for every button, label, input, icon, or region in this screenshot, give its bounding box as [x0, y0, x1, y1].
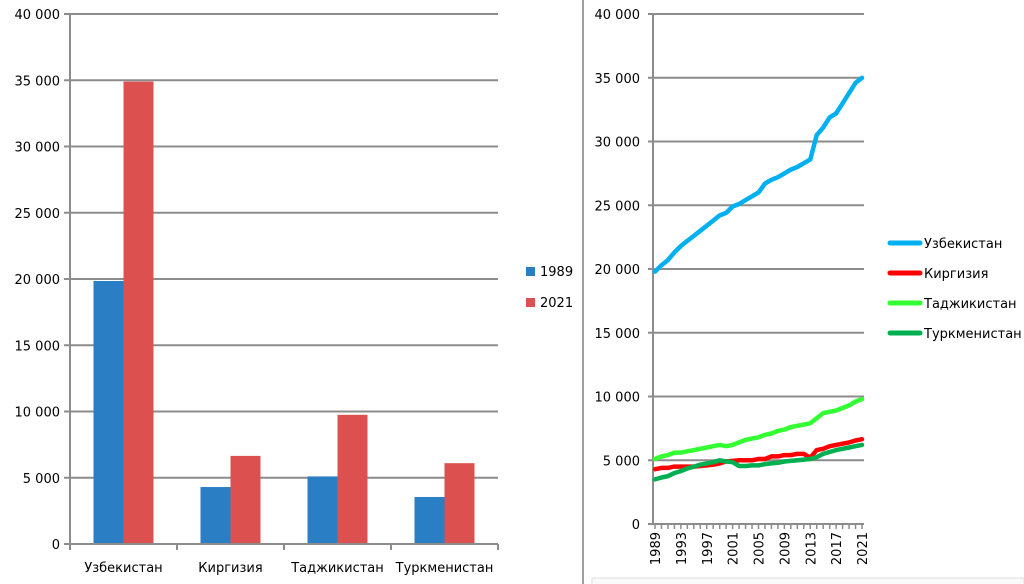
y-tick-label: 20 000	[15, 273, 61, 288]
line-chart: 0 5 000 10 000 15 000 20 000 25 000 30 000 35 0…	[595, 8, 1022, 565]
bar-chart: 0 5 000 10 000 15 000 20 000 25 000 30 000 35 0…	[15, 8, 574, 576]
legend-label: Узбекистан	[924, 237, 1002, 252]
bottom-panel-edge	[591, 577, 1024, 584]
x-tick-label: 1993	[675, 532, 690, 565]
x-tick-label: Киргизия	[198, 561, 262, 576]
x-tick-label: 2021	[856, 532, 871, 565]
x-tick-label: 2001	[727, 532, 742, 565]
y-tick-label: 10 000	[15, 406, 61, 421]
legend-label: 1989	[540, 265, 573, 280]
x-tick-label: 1989	[649, 532, 664, 565]
x-tick-label: 2009	[778, 532, 793, 565]
y-tick-label: 5 000	[23, 472, 60, 487]
y-tick-label: 40 000	[15, 8, 61, 23]
legend-swatch	[526, 298, 535, 307]
bar-2021-2	[337, 414, 368, 544]
y-tick-label: 0	[632, 518, 640, 533]
bar-2021-3	[444, 463, 475, 544]
bar-1989-1	[200, 487, 231, 544]
y-tick-label: 0	[52, 538, 60, 553]
y-tick-label: 20 000	[595, 263, 641, 278]
series-line-0	[652, 75, 865, 274]
y-tick-label: 35 000	[15, 74, 61, 89]
series-line-3	[652, 442, 865, 482]
legend-label: Туркменистан	[923, 327, 1022, 342]
y-tick-label: 25 000	[595, 199, 641, 214]
legend-label: 2021	[540, 296, 573, 311]
legend-label: Киргизия	[924, 267, 988, 282]
y-tick-label: 30 000	[15, 141, 61, 156]
y-tick-label: 30 000	[595, 136, 641, 151]
y-tick-label: 35 000	[595, 72, 641, 87]
legend-label: Таджикистан	[923, 297, 1017, 312]
x-tick-label: 1997	[701, 532, 716, 565]
bar-1989-3	[414, 496, 445, 544]
bar-2021-0	[123, 81, 154, 544]
x-tick-label: Таджикистан	[290, 561, 384, 576]
series-line-2	[652, 396, 865, 462]
y-tick-label: 5 000	[603, 454, 640, 469]
y-tick-label: 25 000	[15, 207, 61, 222]
y-tick-label: 15 000	[15, 339, 61, 354]
bar-2021-1	[230, 455, 261, 544]
x-tick-label: Узбекистан	[84, 561, 162, 576]
y-tick-label: 40 000	[595, 8, 641, 23]
bar-1989-2	[307, 476, 338, 544]
bar-1989-0	[93, 280, 124, 544]
y-tick-label: 10 000	[595, 391, 641, 406]
x-tick-label: 2017	[830, 532, 845, 565]
x-tick-label: Туркменистан	[395, 561, 494, 576]
y-tick-label: 15 000	[595, 327, 641, 342]
x-tick-label: 2013	[804, 532, 819, 565]
legend-swatch	[526, 267, 535, 276]
x-tick-label: 2005	[753, 532, 768, 565]
